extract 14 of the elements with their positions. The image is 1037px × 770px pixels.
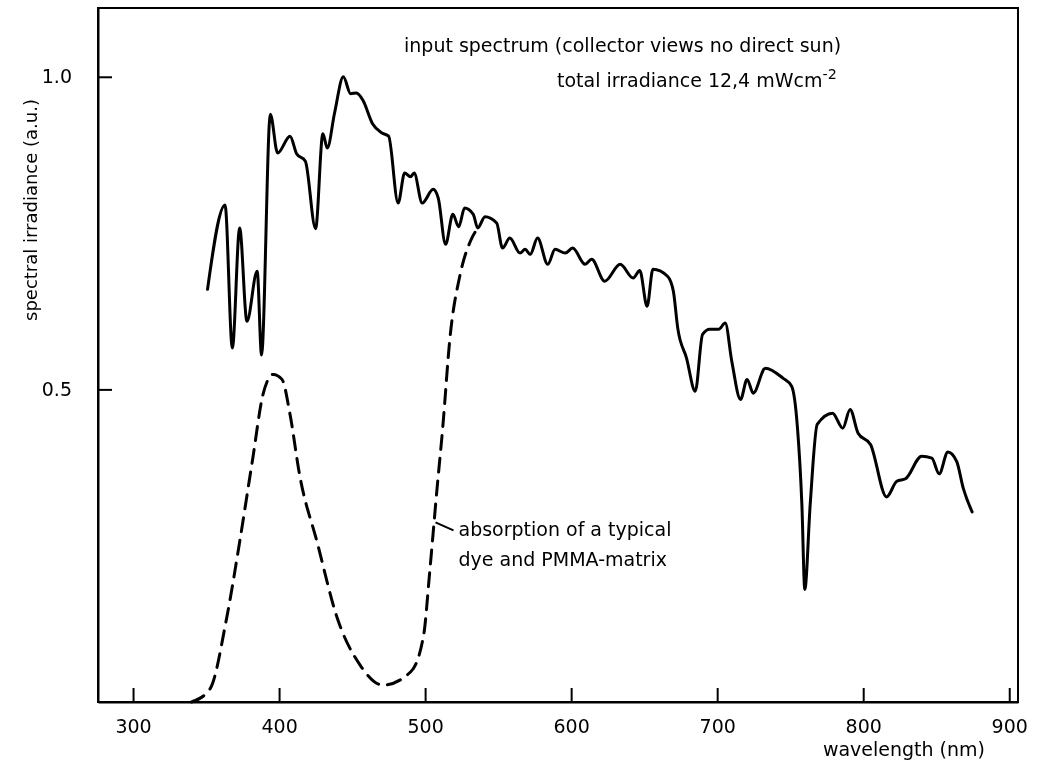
annotation: total irradiance 12,4 mWcm$^{-2}$ [557,66,837,91]
annotation: absorption of a typical dye and PMMA-matrix [458,518,672,571]
x-tick-label: 500 [407,715,444,738]
x-tick-label: 600 [553,715,590,738]
x-tick-label: 700 [699,715,736,738]
x-tick-label: 400 [261,715,298,738]
annotation: input spectrum (collector views no direct sun) [404,34,842,56]
x-tick-label: 300 [115,715,152,738]
y-tick-label: 0.5 [41,377,72,400]
x-tick-label: 800 [845,715,882,738]
x-axis-title: wavelength (nm) [822,738,985,760]
y-tick-label: 1.0 [41,65,72,88]
x-tick-label: 900 [991,715,1028,738]
y-axis-title: spectral irradiance (a.u.) [20,99,41,321]
